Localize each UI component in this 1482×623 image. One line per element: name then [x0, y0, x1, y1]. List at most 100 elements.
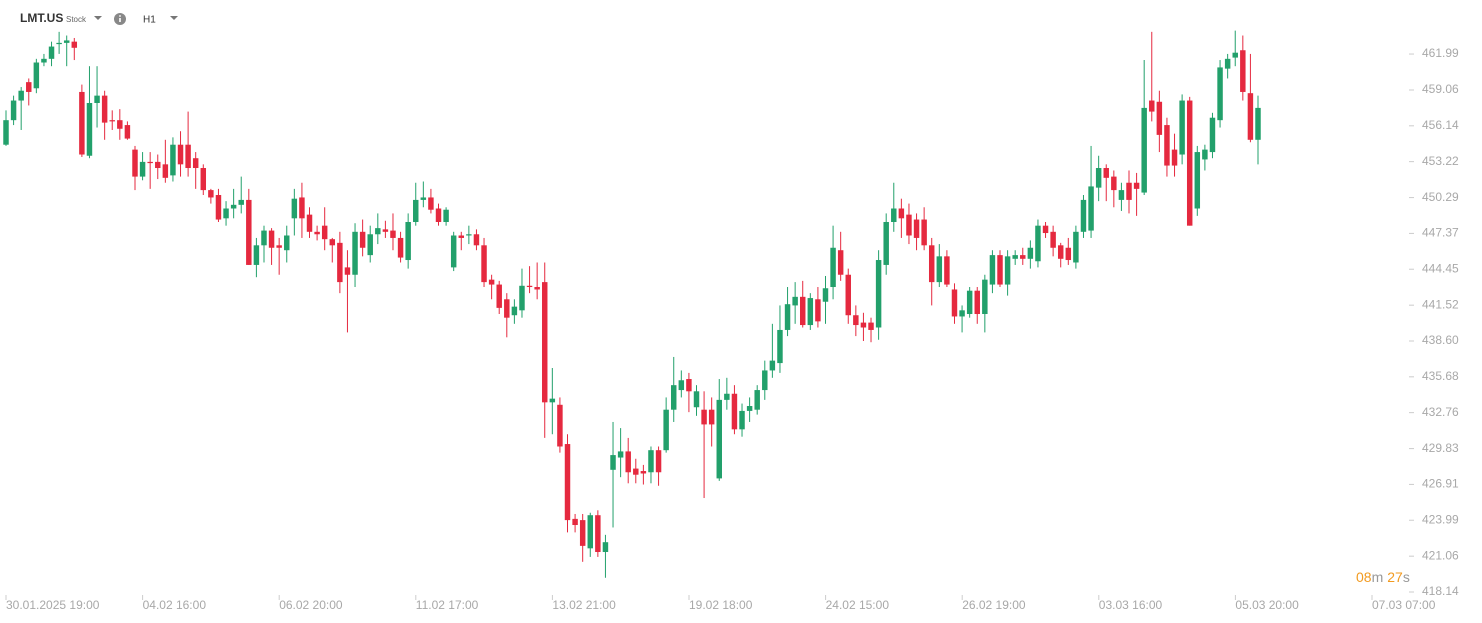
candle-body	[268, 230, 275, 248]
candle-body	[663, 409, 669, 451]
candle-body	[853, 315, 859, 326]
candle-body	[928, 245, 935, 283]
candle-body	[1042, 225, 1049, 234]
candle-body	[63, 40, 70, 43]
candle-body	[291, 198, 298, 219]
y-tick-label: 441.52	[1422, 297, 1459, 311]
candle-body	[534, 287, 540, 290]
candle-body	[633, 468, 639, 475]
candle-body	[1186, 100, 1193, 226]
candle-body	[868, 322, 874, 330]
candle-body	[557, 404, 563, 447]
candle-body	[959, 310, 965, 317]
candle-body	[1050, 231, 1056, 248]
candle-body	[382, 229, 389, 232]
x-tick-label: 30.01.2025 19:00	[6, 598, 100, 612]
candle-body	[1171, 149, 1178, 166]
y-tick-label: 423.99	[1422, 512, 1459, 526]
candle-body	[708, 409, 715, 425]
candle-body	[314, 231, 320, 235]
y-tick-label: 435.68	[1422, 369, 1459, 383]
candle-body	[944, 256, 950, 285]
candle-body	[1027, 247, 1034, 259]
countdown-seconds: 27	[1387, 569, 1403, 585]
candle-body	[762, 370, 768, 391]
candle-body	[359, 231, 366, 248]
candle-body	[33, 62, 40, 89]
countdown-s: s	[1403, 569, 1410, 585]
candle-body	[595, 515, 601, 553]
candle-body	[837, 250, 844, 275]
candle-body	[481, 245, 487, 283]
candle-body	[230, 204, 237, 209]
candle-body	[777, 329, 783, 364]
candle-body	[41, 58, 47, 63]
candle-body	[170, 144, 176, 176]
countdown: 08m 27s	[1356, 569, 1410, 585]
candle-body	[982, 279, 988, 315]
y-tick-label: 444.45	[1422, 261, 1459, 275]
candle-body	[428, 197, 434, 210]
x-tick-label: 19.02 18:00	[689, 598, 753, 612]
candle-body	[1194, 152, 1201, 209]
candle-body	[678, 380, 685, 391]
candle-body	[155, 161, 161, 169]
interval[interactable]: H1	[143, 15, 156, 26]
candle-body	[951, 289, 958, 317]
interval-dropdown[interactable]	[170, 16, 178, 20]
candle-body	[117, 120, 123, 129]
y-tick-label: 461.99	[1422, 46, 1459, 60]
candle-body	[246, 199, 252, 265]
candle-body	[913, 219, 920, 238]
candle-body	[1164, 125, 1170, 166]
candle-body	[1179, 100, 1185, 155]
candle-body	[238, 199, 244, 205]
candle-body	[56, 42, 62, 45]
instrument-kind: Stock	[66, 15, 87, 24]
x-tick-label: 04.02 16:00	[143, 598, 207, 612]
candle-body	[716, 399, 722, 479]
candle-body	[617, 451, 624, 458]
candle-body	[1103, 168, 1109, 178]
candle-body	[192, 158, 199, 169]
y-tick-label: 421.06	[1422, 548, 1459, 562]
candle-body	[253, 245, 260, 265]
candle-body	[18, 90, 24, 101]
candle-body	[1004, 256, 1011, 285]
candle-body	[686, 379, 692, 392]
candle-body	[473, 234, 480, 246]
info-glyph	[119, 18, 121, 22]
y-tick-label: 429.83	[1422, 441, 1459, 455]
symbol[interactable]: LMT.US	[20, 11, 63, 25]
candle-body	[1247, 93, 1254, 140]
candle-body	[655, 450, 662, 473]
candle-body	[177, 144, 184, 165]
candle-body	[1156, 101, 1163, 135]
y-tick-label: 456.14	[1422, 118, 1459, 132]
y-tick-label: 447.37	[1422, 226, 1459, 240]
candle-body	[792, 296, 798, 306]
candle-body	[671, 385, 677, 410]
candle-body	[997, 255, 1003, 285]
x-tick-label: 06.02 20:00	[279, 598, 343, 612]
candle-body	[1088, 186, 1094, 231]
candle-body	[1149, 100, 1155, 112]
candle-body	[223, 208, 229, 219]
candle-body	[139, 161, 146, 177]
candle-body	[1080, 199, 1087, 232]
candle-body	[26, 82, 32, 92]
symbol-dropdown[interactable]	[94, 16, 102, 20]
candle-body	[397, 237, 404, 258]
candle-body	[443, 209, 449, 222]
countdown-m: m	[1372, 569, 1384, 585]
candle-body	[458, 235, 465, 238]
candle-body	[1111, 176, 1117, 191]
candle-body	[602, 542, 609, 553]
candle-body	[1095, 168, 1102, 188]
candle-body	[132, 149, 138, 177]
candle-body	[724, 393, 730, 400]
candle-body	[344, 267, 351, 275]
x-tick-label: 05.03 20:00	[1235, 598, 1299, 612]
candle-body	[875, 260, 882, 328]
